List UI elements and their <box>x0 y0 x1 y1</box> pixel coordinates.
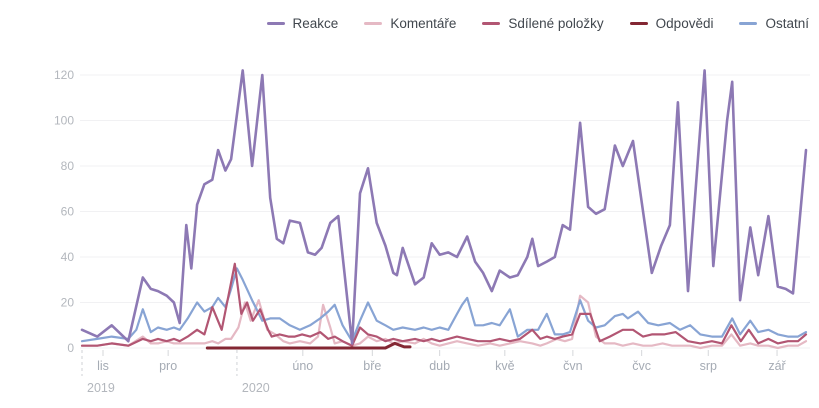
legend-swatch-icon <box>629 22 648 25</box>
legend-item-ostatn-[interactable]: Ostatní <box>739 16 809 31</box>
legend-item-koment-e[interactable]: Komentáře <box>364 16 456 31</box>
x-axis-month-label: srp <box>700 359 717 373</box>
legend-label: Reakce <box>292 16 339 31</box>
y-axis-tick-label: 60 <box>61 205 75 219</box>
legend-label: Sdílené položky <box>508 16 604 31</box>
x-axis-month-label: kvě <box>495 359 515 373</box>
x-axis-month-label: čvn <box>563 359 583 373</box>
legend-label: Ostatní <box>765 16 809 31</box>
legend-item-reakce[interactable]: Reakce <box>266 16 339 31</box>
legend-item-odpov-di[interactable]: Odpovědi <box>629 16 714 31</box>
y-axis-tick-label: 0 <box>67 341 74 355</box>
x-axis-year-label: 2020 <box>242 381 270 395</box>
y-axis-tick-label: 100 <box>54 114 74 128</box>
legend-swatch-icon <box>364 22 383 25</box>
x-axis-month-label: pro <box>159 359 177 373</box>
legend-item-sd-len-polo-ky[interactable]: Sdílené položky <box>482 16 604 31</box>
series-line-sd-len-polo-ky <box>80 262 808 347</box>
x-axis-month-label: dub <box>429 359 450 373</box>
x-axis-month-label: lis <box>97 359 109 373</box>
series-line-ostatn- <box>80 267 808 343</box>
x-axis-year-label: 2019 <box>87 381 115 395</box>
y-axis-tick-label: 20 <box>61 296 75 310</box>
legend-label: Komentáře <box>390 16 457 31</box>
series-line-reakce <box>80 69 808 345</box>
series-line-odpov-di <box>205 341 412 350</box>
legend-swatch-icon <box>266 22 285 25</box>
y-axis-tick-label: 80 <box>61 159 75 173</box>
chart-legend: Reakce Komentáře Sdílené položky Odpovědi Os… <box>266 16 809 31</box>
x-axis-month-label: čvc <box>632 359 651 373</box>
legend-swatch-icon <box>739 22 758 25</box>
x-axis-month-label: zář <box>768 359 786 373</box>
legend-swatch-icon <box>482 22 501 25</box>
y-axis-tick-label: 40 <box>61 250 75 264</box>
y-axis-tick-label: 120 <box>54 68 74 82</box>
legend-label: Odpovědi <box>655 16 714 31</box>
x-axis-month-label: bře <box>363 359 381 373</box>
x-axis-month-label: úno <box>292 359 313 373</box>
